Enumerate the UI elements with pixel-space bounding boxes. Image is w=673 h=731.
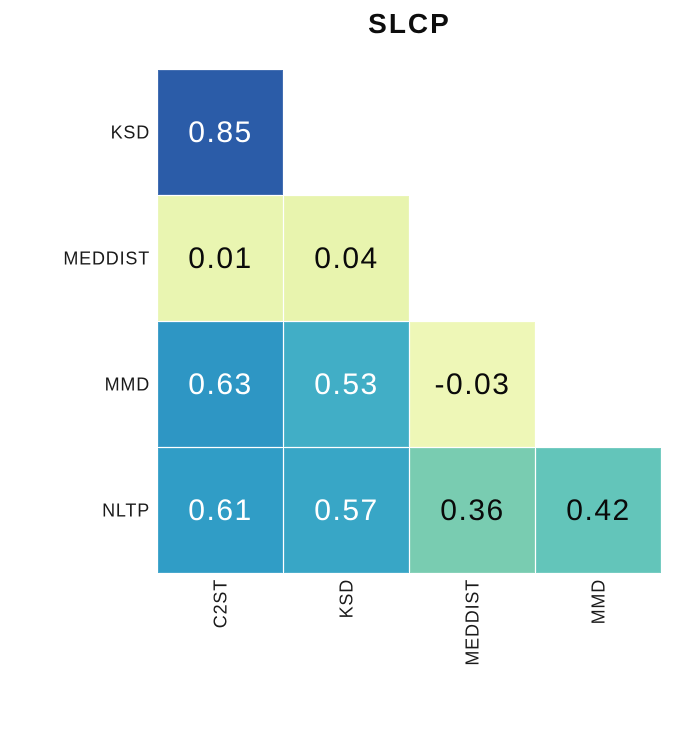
heatmap-cell-nltp-mmd: 0.42 [536, 448, 661, 573]
heatmap-cell-mmd-c2st: 0.63 [158, 322, 283, 447]
col-label-meddist: MEDDIST [462, 579, 482, 666]
col-label-c2st: C2ST [210, 579, 230, 629]
col-label-ksd: KSD [336, 579, 356, 619]
row-label-nltp: NLTP [102, 500, 150, 520]
heatmap-cell-nltp-ksd: 0.57 [284, 448, 409, 573]
heatmap-cell-meddist-c2st: 0.01 [158, 196, 283, 321]
row-label-mmd: MMD [104, 374, 150, 394]
col-label-mmd: MMD [588, 579, 608, 625]
heatmap-cell-nltp-meddist: 0.36 [410, 448, 535, 573]
heatmap-cell-meddist-ksd: 0.04 [284, 196, 409, 321]
chart-title: SLCP [368, 8, 451, 39]
row-label-ksd: KSD [110, 122, 150, 142]
heatmap-cell-nltp-c2st: 0.61 [158, 448, 283, 573]
heatmap-cell-mmd-meddist: -0.03 [410, 322, 535, 447]
heatmap-cell-mmd-ksd: 0.53 [284, 322, 409, 447]
heatmap-grid: 0.85 0.01 0.04 0.63 0.53 -0.03 0.61 0.57 0.36 0.4… [158, 70, 661, 573]
row-label-meddist: MEDDIST [63, 248, 150, 268]
heatmap-cell-ksd-c2st: 0.85 [158, 70, 283, 195]
